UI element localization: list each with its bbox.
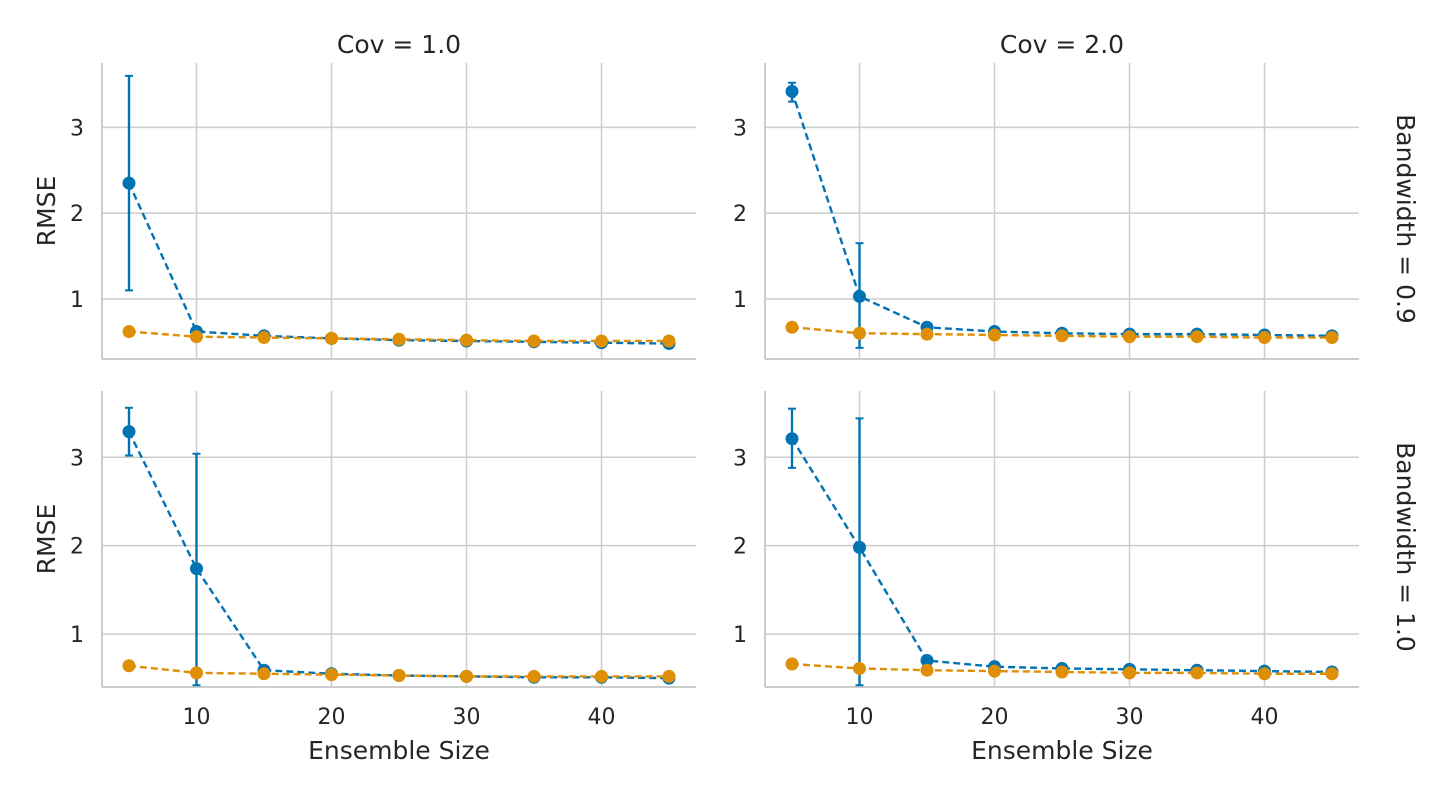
data-point <box>920 327 934 341</box>
series-line <box>127 182 670 345</box>
data-point <box>785 657 799 671</box>
y-tick-label: 3 <box>733 446 747 471</box>
y-tick-label: 1 <box>733 623 747 648</box>
panel-4: 1 2 3 10 20 30 40 Ensemble Size Bandwidth = 1.0 <box>733 391 1420 765</box>
series-line <box>790 438 1333 674</box>
data-point <box>460 333 473 347</box>
panel-column-title: Cov = 1.0 <box>337 30 461 59</box>
series-blue <box>122 406 676 687</box>
data-point <box>1325 331 1339 345</box>
y-tick-label: 2 <box>733 535 747 560</box>
series-blue <box>785 407 1339 687</box>
y-tick-label: 3 <box>70 116 84 141</box>
x-tick-label: 20 <box>981 705 1009 730</box>
y-tick-label: 1 <box>70 288 84 313</box>
data-point <box>257 667 271 681</box>
data-point <box>122 176 136 190</box>
data-point <box>1055 665 1069 679</box>
data-point <box>527 669 541 683</box>
series-orange <box>122 659 676 683</box>
y-tick-label: 2 <box>70 535 84 560</box>
data-point <box>920 663 934 677</box>
data-point <box>257 331 271 345</box>
data-point <box>785 84 799 98</box>
data-point <box>1123 666 1136 680</box>
series-orange <box>122 325 676 348</box>
panel-1: 1 2 3 RMSE Cov = 1.0 <box>32 30 696 360</box>
y-tick-label: 1 <box>70 623 84 648</box>
data-point <box>1325 667 1339 681</box>
series-line <box>790 90 1333 338</box>
y-tick-label: 1 <box>733 288 747 313</box>
series-line <box>127 431 670 680</box>
data-point <box>853 326 866 340</box>
y-axis-label: RMSE <box>32 504 61 575</box>
x-tick-label: 30 <box>453 705 481 730</box>
x-axis-label: Ensemble Size <box>971 736 1153 765</box>
data-point <box>392 332 406 346</box>
data-point <box>527 334 541 348</box>
data-point <box>853 289 866 303</box>
data-point <box>785 320 799 334</box>
data-point <box>1258 331 1271 345</box>
data-point <box>595 669 608 683</box>
data-point <box>460 669 473 683</box>
x-tick-label: 40 <box>588 705 616 730</box>
data-point <box>595 334 608 348</box>
data-point <box>1190 666 1204 680</box>
x-axis-label: Ensemble Size <box>308 736 490 765</box>
data-point <box>392 669 406 683</box>
data-point <box>1258 667 1271 681</box>
data-point <box>988 664 1001 678</box>
y-tick-label: 3 <box>733 116 747 141</box>
data-point <box>920 653 934 667</box>
x-tick-label: 30 <box>1116 705 1144 730</box>
panel-3: 1 2 3 10 20 30 40 Ensemble Size RMSE <box>32 391 696 765</box>
panel-column-title: Cov = 2.0 <box>1000 30 1124 59</box>
data-point <box>853 540 866 554</box>
y-tick-label: 2 <box>733 202 747 227</box>
x-tick-label: 40 <box>1251 705 1279 730</box>
data-point <box>325 331 338 345</box>
panel-row-title: Bandwidth = 1.0 <box>1391 442 1420 652</box>
data-point <box>190 562 203 576</box>
data-point <box>122 425 136 439</box>
data-point <box>190 666 203 680</box>
data-point <box>853 661 866 675</box>
data-point <box>122 659 136 673</box>
data-point <box>190 330 203 344</box>
x-tick-label: 10 <box>183 705 211 730</box>
data-point <box>1190 330 1204 344</box>
series-orange <box>785 320 1339 345</box>
series-orange <box>785 657 1339 681</box>
x-tick-label: 10 <box>846 705 874 730</box>
y-tick-label: 2 <box>70 202 84 227</box>
data-point <box>1055 329 1069 343</box>
panel-row-title: Bandwidth = 0.9 <box>1391 114 1420 324</box>
data-point <box>325 668 338 682</box>
data-point <box>662 334 676 348</box>
series-blue <box>785 81 1339 349</box>
data-point <box>785 432 799 446</box>
data-point <box>988 328 1001 342</box>
y-tick-label: 3 <box>70 446 84 471</box>
y-axis-label: RMSE <box>32 176 61 247</box>
x-tick-label: 20 <box>318 705 346 730</box>
data-point <box>662 669 676 683</box>
data-point <box>1123 330 1136 344</box>
panel-2: 1 2 3 Cov = 2.0 Bandwidth = 0.9 <box>733 30 1420 360</box>
data-point <box>122 325 136 339</box>
